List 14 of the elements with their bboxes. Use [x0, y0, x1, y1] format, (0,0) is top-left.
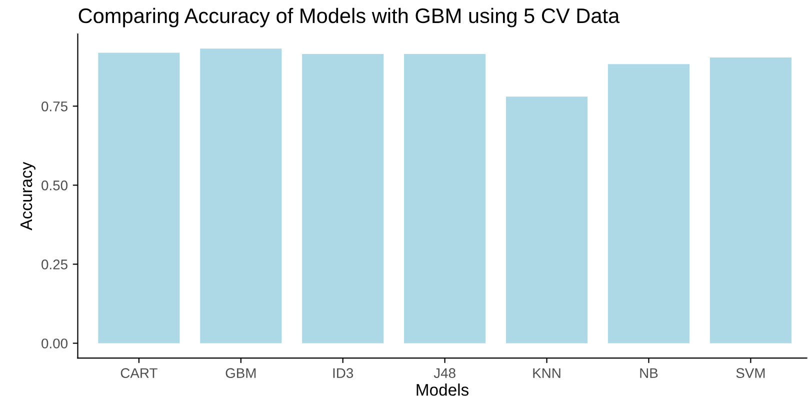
x-tick-label: CART	[120, 368, 158, 378]
y-tick-label: 0.75	[42, 101, 68, 112]
x-tick-label: GBM	[226, 368, 256, 378]
chart-title: Comparing Accuracy of Models with GBM using 5 CV Data	[78, 8, 620, 28]
y-tick-label: 0.25	[42, 260, 68, 270]
x-tick-label: ID3	[333, 368, 354, 378]
x-tick-label: NB	[640, 368, 658, 378]
y-tick-label: 0.00	[42, 338, 68, 348]
y-axis-title: Accuracy	[20, 162, 36, 230]
x-tick-label: KNN	[533, 368, 560, 378]
x-axis-title: Models	[416, 384, 469, 396]
x-tick-label: J48	[434, 368, 456, 378]
y-tick-label: 0.50	[42, 180, 68, 190]
x-tick-label: SVM	[736, 368, 765, 378]
